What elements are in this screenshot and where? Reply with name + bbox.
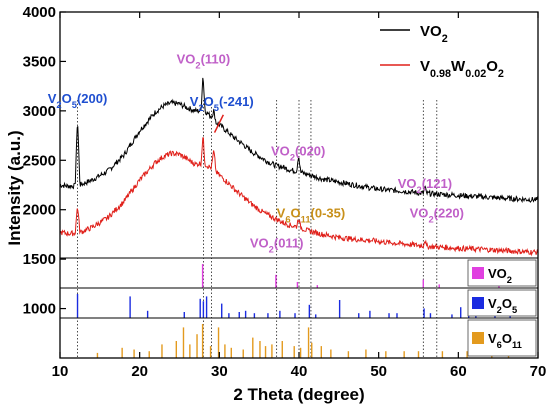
y-tick-label: 2500 bbox=[23, 152, 56, 169]
legend-label: VO2 bbox=[420, 23, 448, 45]
y-tick-label: 3000 bbox=[23, 103, 56, 120]
x-tick-label: 10 bbox=[52, 363, 69, 380]
series-line-0 bbox=[59, 77, 539, 204]
x-tick-label: 60 bbox=[450, 363, 467, 380]
peak-label: VO2(121) bbox=[398, 176, 452, 195]
reference-panels: VO2 V2O5 V6O11 bbox=[60, 257, 538, 358]
ref-label: V6O11 bbox=[488, 331, 522, 350]
legend: VO2 V0.98W0.02O2 bbox=[380, 23, 504, 80]
series-line-1 bbox=[59, 137, 539, 257]
x-tick-label: 70 bbox=[530, 363, 547, 380]
peak-label: V6O11(0-35) bbox=[277, 206, 346, 225]
peak-label: VO2(011) bbox=[250, 235, 304, 254]
ref-swatch bbox=[472, 297, 484, 309]
axes: 10 20 30 40 50 60 70 1000 1500 2000 2500 3000 3500 40… bbox=[23, 4, 547, 380]
x-tick-label: 40 bbox=[291, 363, 308, 380]
peak-labels: V2O5(200) VO2(110) V2O5(-241) VO2(020) VO2(1… bbox=[48, 51, 464, 254]
peak-label: V2O5(200) bbox=[48, 91, 108, 110]
x-tick-label: 20 bbox=[131, 363, 148, 380]
peak-label: VO2(220) bbox=[410, 206, 464, 225]
x-tick-label: 50 bbox=[370, 363, 387, 380]
ref-label: VO2 bbox=[488, 266, 512, 285]
x-tick-label: 30 bbox=[211, 363, 228, 380]
y-tick-label: 2000 bbox=[23, 202, 56, 219]
y-tick-label: 1000 bbox=[23, 301, 56, 318]
peak-label: V2O5(-241) bbox=[190, 94, 254, 113]
y-axis-title: Intensity (a.u.) bbox=[5, 130, 24, 245]
y-tick-label: 3500 bbox=[23, 53, 56, 70]
ref-label: V2O5 bbox=[488, 296, 517, 315]
legend-label: V0.98W0.02O2 bbox=[420, 58, 504, 80]
y-tick-label: 1500 bbox=[23, 251, 56, 268]
ref-swatch bbox=[472, 267, 484, 279]
x-axis-title: 2 Theta (degree) bbox=[233, 385, 364, 404]
peak-label: VO2(110) bbox=[177, 51, 231, 70]
ref-swatch bbox=[472, 332, 484, 344]
annotation-arrow bbox=[213, 114, 224, 133]
peak-label: VO2(020) bbox=[271, 143, 325, 162]
y-tick-label: 4000 bbox=[23, 4, 56, 21]
